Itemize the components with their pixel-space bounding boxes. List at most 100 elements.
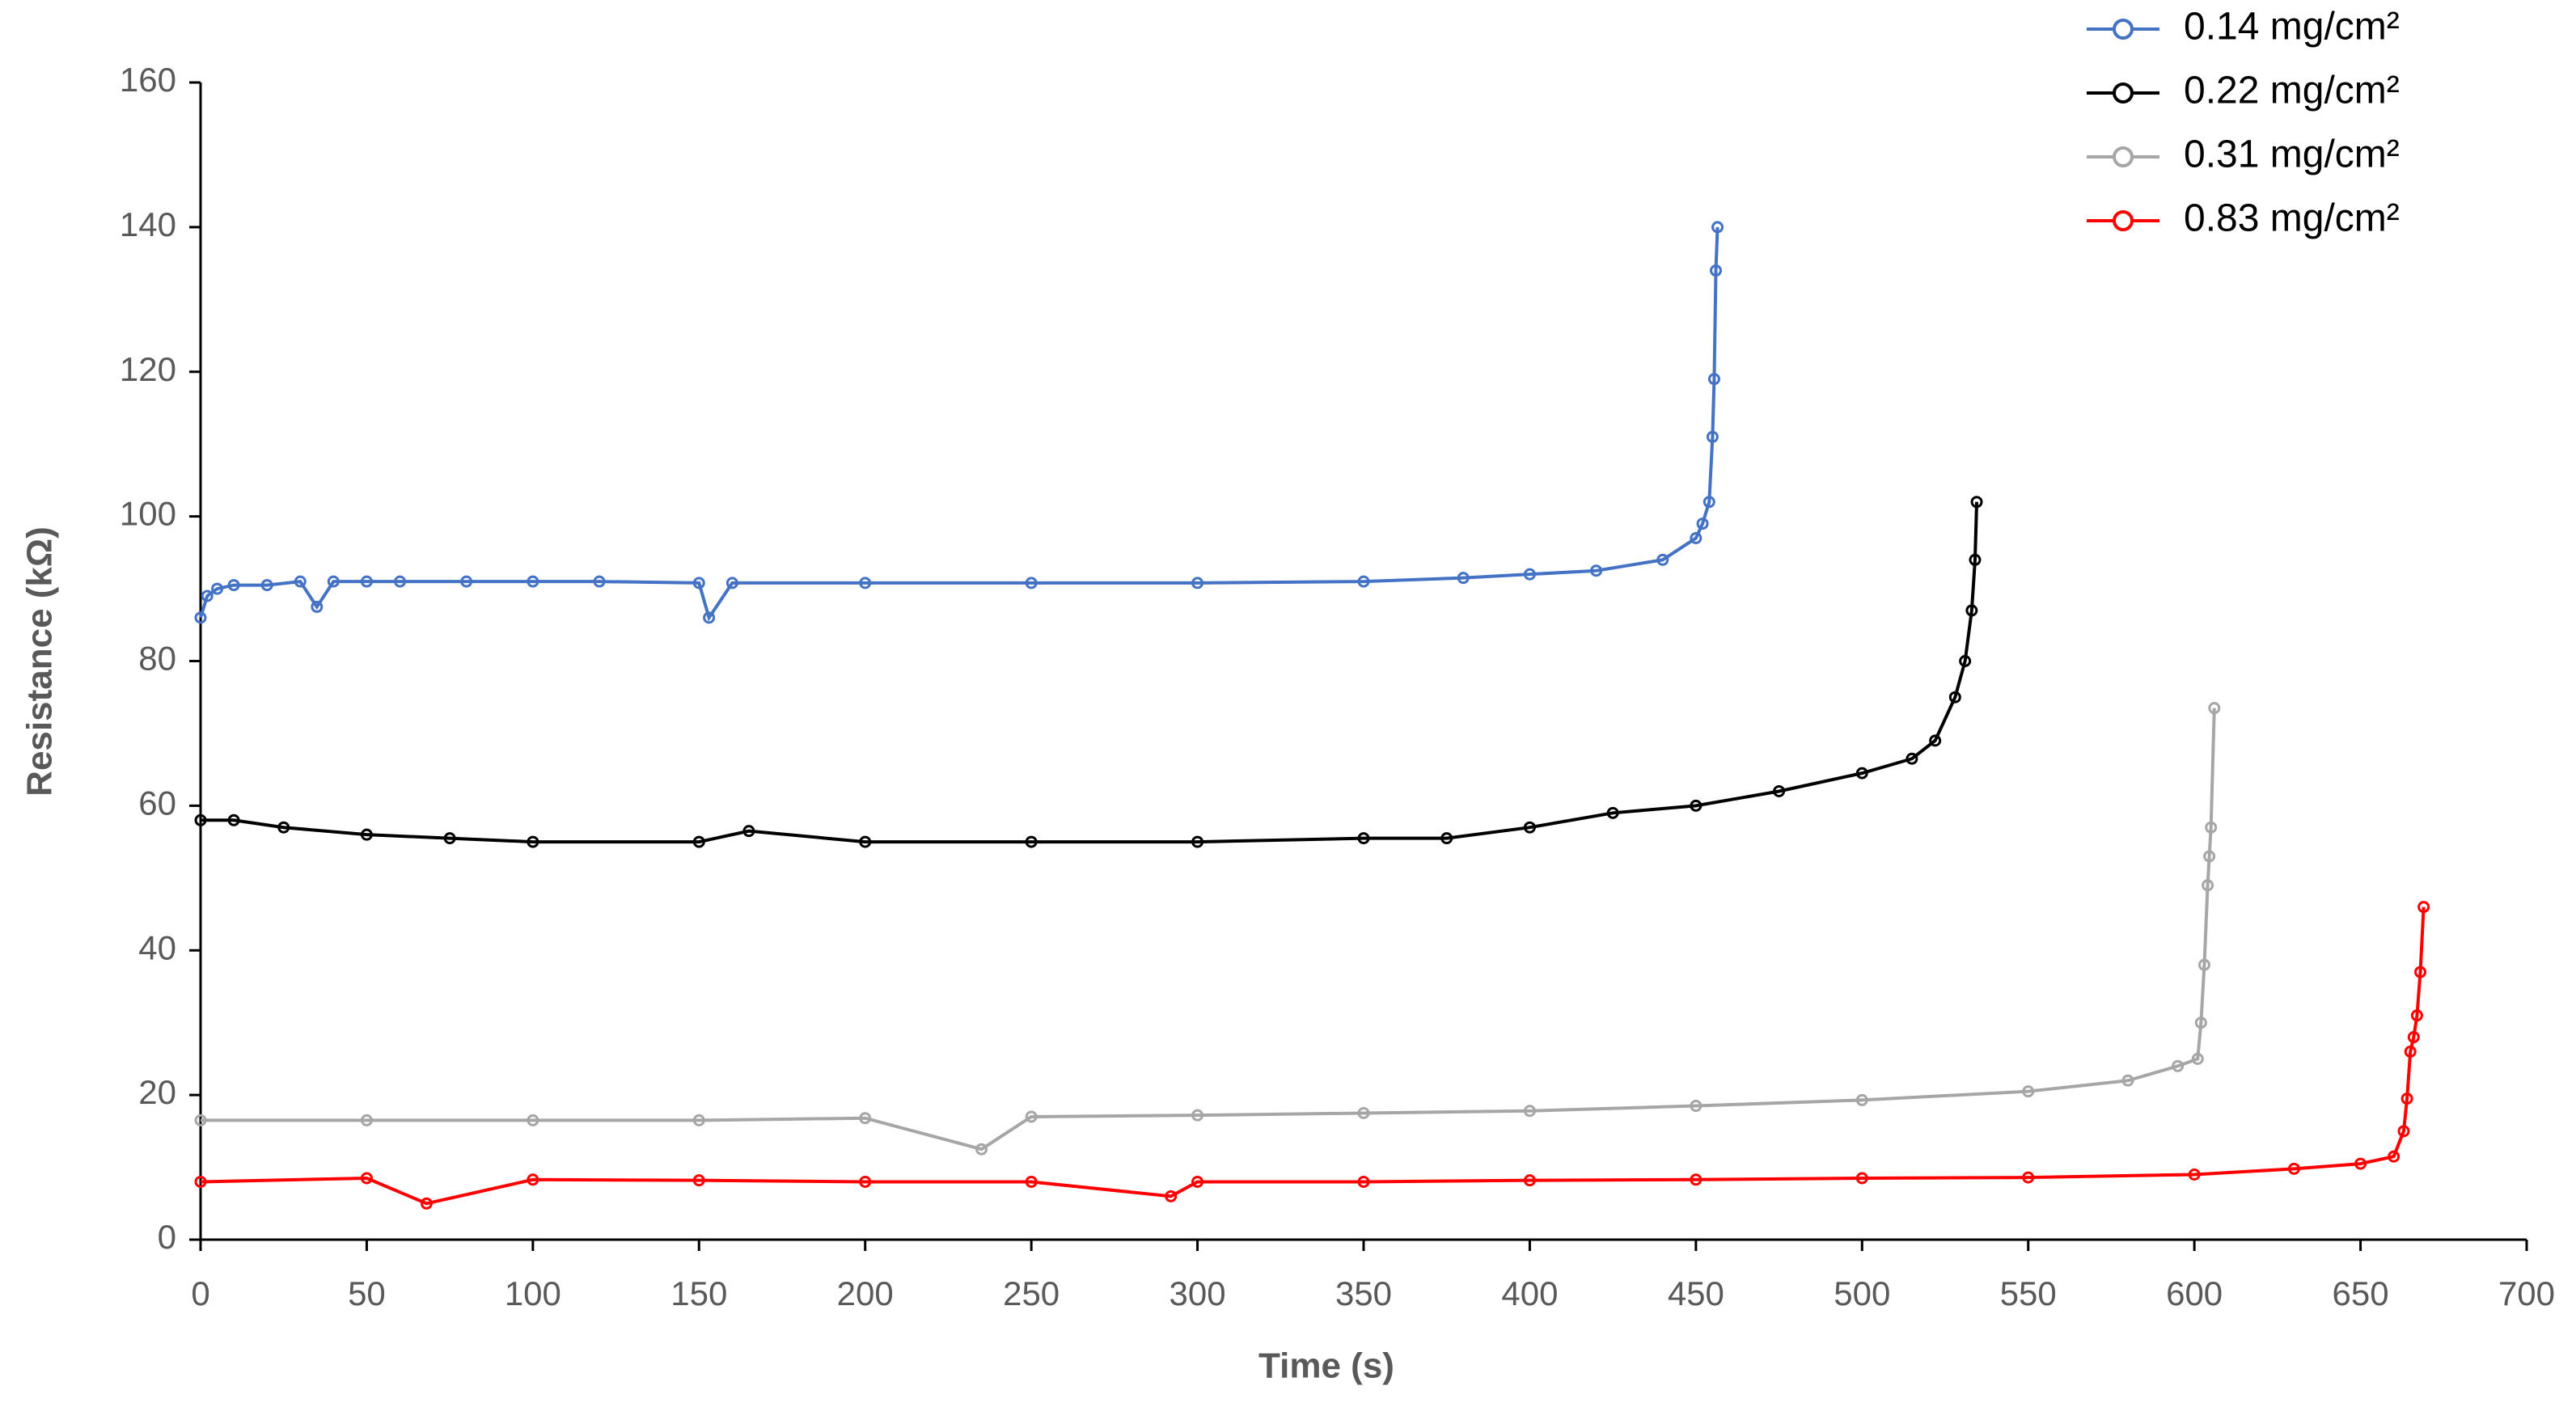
- data-point: [2287, 1162, 2300, 1175]
- data-point: [2022, 1171, 2035, 1184]
- data-point: [1707, 373, 1720, 386]
- y-tick-label: 160: [120, 61, 176, 99]
- data-point: [1855, 1093, 1868, 1106]
- data-point: [2202, 879, 2214, 892]
- data-point: [1523, 821, 1536, 834]
- data-point: [1948, 691, 1961, 704]
- x-tick-label: 600: [2166, 1274, 2223, 1312]
- series-line: [201, 501, 1979, 844]
- data-point: [1855, 1172, 1868, 1185]
- data-point: [2417, 901, 2430, 914]
- x-tick-label: 700: [2498, 1274, 2555, 1312]
- data-point: [2205, 821, 2218, 834]
- x-tick-label: 350: [1335, 1274, 1392, 1312]
- series-line: [201, 708, 2216, 1152]
- data-point: [2414, 966, 2427, 978]
- data-point: [703, 611, 716, 624]
- data-point: [2388, 1150, 2400, 1163]
- data-point: [277, 821, 290, 834]
- data-point: [1025, 835, 1038, 848]
- data-point: [1025, 1110, 1038, 1123]
- data-point: [1959, 655, 1972, 667]
- data-point: [2397, 1125, 2410, 1138]
- y-tick-label: 60: [138, 784, 176, 822]
- data-point: [1523, 1174, 1536, 1187]
- data-point: [2400, 1092, 2413, 1105]
- data-point: [1590, 564, 1603, 577]
- data-point: [1191, 1109, 1204, 1122]
- data-point: [2203, 850, 2216, 863]
- legend-marker: [2113, 146, 2134, 167]
- data-point: [1191, 835, 1204, 848]
- data-point: [1690, 1100, 1703, 1113]
- x-tick-label: 550: [2000, 1274, 2057, 1312]
- data-point: [975, 1143, 988, 1156]
- legend-label: 0.22 mg/cm²: [2184, 70, 2400, 112]
- data-point: [1965, 604, 1978, 617]
- data-point: [725, 577, 738, 590]
- x-axis-title: Time (s): [1258, 1346, 1394, 1386]
- data-point: [1969, 553, 1982, 566]
- data-point: [527, 1173, 539, 1186]
- data-point: [194, 1175, 207, 1188]
- data-point: [360, 1172, 373, 1185]
- data-point: [2188, 1168, 2201, 1181]
- data-point: [2404, 1045, 2417, 1058]
- data-point: [859, 1175, 872, 1188]
- legend-marker: [2113, 210, 2134, 231]
- x-tick-label: 100: [505, 1274, 561, 1312]
- y-tick-label: 0: [158, 1218, 176, 1256]
- data-point: [1690, 799, 1703, 812]
- data-point: [460, 575, 473, 588]
- data-point: [1690, 1173, 1703, 1186]
- y-tick-label: 80: [138, 640, 176, 678]
- data-point: [394, 575, 407, 588]
- x-tick-label: 450: [1668, 1274, 1724, 1312]
- legend-marker: [2113, 19, 2134, 40]
- data-point: [201, 590, 214, 602]
- data-point: [692, 1114, 705, 1126]
- data-point: [311, 600, 324, 613]
- data-point: [859, 835, 872, 848]
- data-point: [420, 1197, 433, 1210]
- data-point: [1357, 832, 1370, 845]
- data-point: [1855, 767, 1868, 780]
- series-line: [200, 906, 2426, 1206]
- data-point: [211, 582, 224, 595]
- data-point: [2022, 1085, 2035, 1098]
- data-point: [2354, 1157, 2367, 1170]
- data-point: [2407, 1031, 2420, 1044]
- data-point: [527, 1114, 539, 1126]
- data-point: [360, 1114, 373, 1126]
- data-point: [1710, 264, 1723, 277]
- data-point: [1457, 572, 1470, 585]
- x-tick-label: 500: [1834, 1274, 1890, 1312]
- data-point: [2121, 1074, 2134, 1087]
- data-point: [227, 813, 240, 826]
- data-point: [1191, 1175, 1204, 1188]
- data-point: [742, 825, 755, 838]
- data-point: [2191, 1052, 2204, 1065]
- data-point: [859, 577, 872, 590]
- x-tick-label: 50: [348, 1274, 386, 1312]
- data-point: [2194, 1016, 2207, 1029]
- data-point: [260, 579, 273, 592]
- legend-label: 0.14 mg/cm²: [2184, 6, 2400, 49]
- x-tick-label: 0: [191, 1274, 209, 1312]
- y-tick-label: 40: [138, 928, 176, 966]
- data-point: [1165, 1190, 1178, 1202]
- data-point: [1706, 430, 1719, 443]
- x-tick-label: 200: [837, 1274, 894, 1312]
- data-point: [327, 575, 340, 588]
- data-point: [1970, 496, 1983, 509]
- data-point: [294, 575, 307, 588]
- y-tick-label: 120: [120, 350, 176, 388]
- data-point: [692, 835, 705, 848]
- data-point: [1690, 531, 1703, 544]
- y-tick-label: 20: [138, 1073, 176, 1111]
- y-tick-label: 140: [120, 205, 176, 243]
- data-point: [1025, 1175, 1038, 1188]
- y-axis-title: Resistance (kΩ): [20, 526, 60, 797]
- x-tick-label: 650: [2333, 1274, 2389, 1312]
